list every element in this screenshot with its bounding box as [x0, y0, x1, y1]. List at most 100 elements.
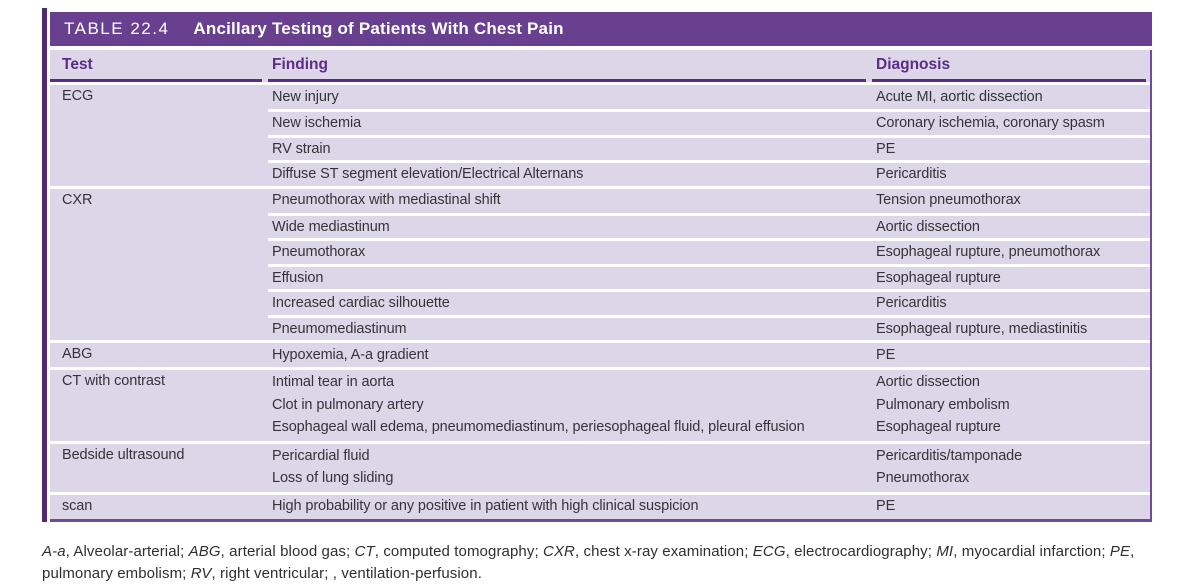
finding-cell: Pneumomediastinum — [268, 318, 872, 341]
finding-cell-line: Pericardial fluid — [272, 447, 370, 464]
test-cell: CXR — [62, 191, 93, 208]
finding-cell-line: Pneumothorax with mediastinal shift — [272, 192, 501, 209]
diagnosis-cell-line: PE — [876, 498, 896, 515]
finding-cell: Intimal tear in aorta Clot in pulmonary a… — [268, 370, 872, 441]
diagnosis-cell-line: Aortic dissection — [876, 374, 980, 390]
footnote-text: , computed tomography; — [374, 543, 544, 560]
finding-cell: New injury — [268, 85, 872, 109]
diagnosis-cell: PE — [872, 495, 1150, 519]
diagnosis-cell: Esophageal rupture — [872, 267, 1150, 290]
finding-cell-line: Increased cardiac silhouette — [272, 295, 450, 311]
diagnosis-cell: Pericarditis — [872, 163, 1150, 186]
finding-cell: Effusion — [268, 267, 872, 290]
footnote-text: , electrocardiography; — [785, 543, 937, 560]
table-header-row: Test Finding Diagnosis — [50, 50, 1150, 82]
finding-cell-line: Esophageal wall edema, pneumomediastinum… — [272, 419, 805, 435]
footnote-abbreviation: RV — [190, 564, 212, 582]
diagnosis-cell: Aortic dissection Pulmonary embolism Esoph… — [872, 370, 1150, 441]
table-body: Test Finding Diagnosis ECG New injury Acut… — [50, 50, 1152, 522]
table-row-group: ECG New injury Acute MI, aortic dissection… — [50, 82, 1150, 186]
finding-cell-line: New injury — [272, 88, 339, 105]
footnote-abbreviation: A-a — [42, 543, 66, 560]
finding-cell: High probability or any positive in pati… — [268, 495, 872, 519]
table-number-label: TABLE 22.4 — [64, 19, 170, 38]
finding-cell-line: Hypoxemia, A-a gradient — [272, 346, 429, 363]
footnote-abbreviation: ABG — [188, 543, 221, 560]
finding-cell: Wide mediastinum — [268, 216, 872, 239]
finding-cell-line: Wide mediastinum — [272, 218, 390, 235]
diagnosis-cell: PE — [872, 343, 1150, 367]
table-row: Pneumomediastinum Esophageal rupture, med… — [268, 314, 1150, 341]
table-row-group: scan High probability or any positive in … — [50, 491, 1150, 519]
table-row-group: CXR Pneumothorax with mediastinal shift Te… — [50, 185, 1150, 341]
footnote-text: , myocardial infarction; — [953, 543, 1110, 560]
table-rows-container: ECG New injury Acute MI, aortic dissection… — [50, 82, 1150, 519]
diagnosis-cell-line: Esophageal rupture, mediastinitis — [876, 320, 1088, 337]
table-title-bar: TABLE 22.4 Ancillary Testing of Patients… — [50, 12, 1152, 46]
test-cell: ECG — [62, 88, 94, 104]
test-cell: ABG — [62, 346, 93, 362]
diagnosis-cell-line: Pulmonary embolism — [876, 396, 1010, 413]
diagnosis-cell-line: Pericarditis/tamponade — [876, 447, 1023, 464]
finding-cell-line: Diffuse ST segment elevation/Electrical … — [272, 166, 584, 182]
footnote-text: , arterial blood gas; — [220, 543, 355, 560]
test-cell: Bedside ultrasound — [62, 446, 185, 463]
diagnosis-cell: Acute MI, aortic dissection — [872, 85, 1150, 109]
footnote-abbreviation: ECG — [752, 543, 786, 560]
footnote-abbreviation: PE — [1109, 543, 1131, 560]
table-row: Effusion Esophageal rupture — [268, 263, 1150, 290]
table-row: New injury Acute MI, aortic dissection — [268, 85, 1150, 109]
footnote-abbreviation: CXR — [543, 543, 575, 560]
finding-cell-line: Effusion — [272, 269, 324, 286]
diagnosis-cell-line: Pericarditis — [876, 295, 947, 311]
column-header-diagnosis: Diagnosis — [872, 50, 1146, 82]
finding-cell-line: RV strain — [272, 140, 331, 157]
table-row: Increased cardiac silhouette Pericarditis — [268, 289, 1150, 315]
diagnosis-cell: Pericarditis/tamponade Pneumothorax — [872, 444, 1150, 492]
table-row-group: Bedside ultrasound Pericardial fluid Loss … — [50, 440, 1150, 492]
diagnosis-cell-line: Coronary ischemia, coronary spasm — [876, 115, 1105, 131]
table-row: Wide mediastinum Aortic dissection — [268, 212, 1150, 239]
finding-cell-line: Loss of lung sliding — [272, 470, 394, 486]
finding-cell-line: Clot in pulmonary artery — [272, 396, 424, 413]
table-left-accent-bar — [42, 8, 47, 522]
diagnosis-cell-line: Aortic dissection — [876, 218, 980, 235]
footnote-abbreviation: CT — [354, 543, 375, 560]
diagnosis-cell: PE — [872, 138, 1150, 161]
diagnosis-cell: Coronary ischemia, coronary spasm — [872, 112, 1150, 135]
test-cell: scan — [62, 497, 93, 514]
table-footnote: A-a, Alveolar-arterial; ABG, arterial bl… — [42, 541, 1147, 584]
diagnosis-cell: Tension pneumothorax — [872, 189, 1150, 213]
footnote-text: , chest x-ray examination; — [575, 543, 753, 560]
diagnosis-cell: Esophageal rupture, mediastinitis — [872, 318, 1150, 341]
finding-cell-line: High probability or any positive in pati… — [272, 498, 699, 515]
finding-cell-line: Pneumothorax — [272, 244, 366, 260]
diagnosis-cell-line: Pneumothorax — [876, 470, 970, 486]
footnote-abbreviation: MI — [936, 543, 954, 560]
finding-cell-line: New ischemia — [272, 115, 362, 131]
diagnosis-cell-line: Esophageal rupture — [876, 269, 1001, 286]
finding-cell: RV strain — [268, 138, 872, 161]
footnote-text: , pulmonary embolism; — [42, 543, 1135, 582]
diagnosis-cell-line: PE — [876, 140, 896, 157]
table-row-group: ABG Hypoxemia, A-a gradient PE — [50, 340, 1150, 367]
finding-cell-line: Pneumomediastinum — [272, 320, 407, 337]
footnote-text: , right ventricular; , ventilation-perfu… — [211, 564, 482, 582]
test-cell: CT with contrast — [62, 373, 165, 389]
diagnosis-cell: Pericarditis — [872, 292, 1150, 315]
table-row: Intimal tear in aorta Clot in pulmonary a… — [268, 370, 1150, 441]
table-row: Hypoxemia, A-a gradient PE — [268, 343, 1150, 367]
diagnosis-cell-line: Esophageal rupture — [876, 419, 1001, 435]
finding-cell: Pericardial fluid Loss of lung sliding — [268, 444, 872, 492]
table-row-group: CT with contrast Intimal tear in aorta Clo… — [50, 367, 1150, 441]
diagnosis-cell-line: Tension pneumothorax — [876, 192, 1021, 209]
footnote-text: , Alveolar-arterial; — [65, 543, 189, 560]
diagnosis-cell-line: Acute MI, aortic dissection — [876, 88, 1043, 105]
table-title: Ancillary Testing of Patients With Chest… — [193, 19, 564, 38]
diagnosis-cell-line: Esophageal rupture, pneumothorax — [876, 244, 1101, 260]
table-row: Pneumothorax with mediastinal shift Tensi… — [268, 189, 1150, 213]
diagnosis-cell: Esophageal rupture, pneumothorax — [872, 241, 1150, 264]
table-row: RV strain PE — [268, 134, 1150, 161]
table-row: Diffuse ST segment elevation/Electrical … — [268, 160, 1150, 186]
